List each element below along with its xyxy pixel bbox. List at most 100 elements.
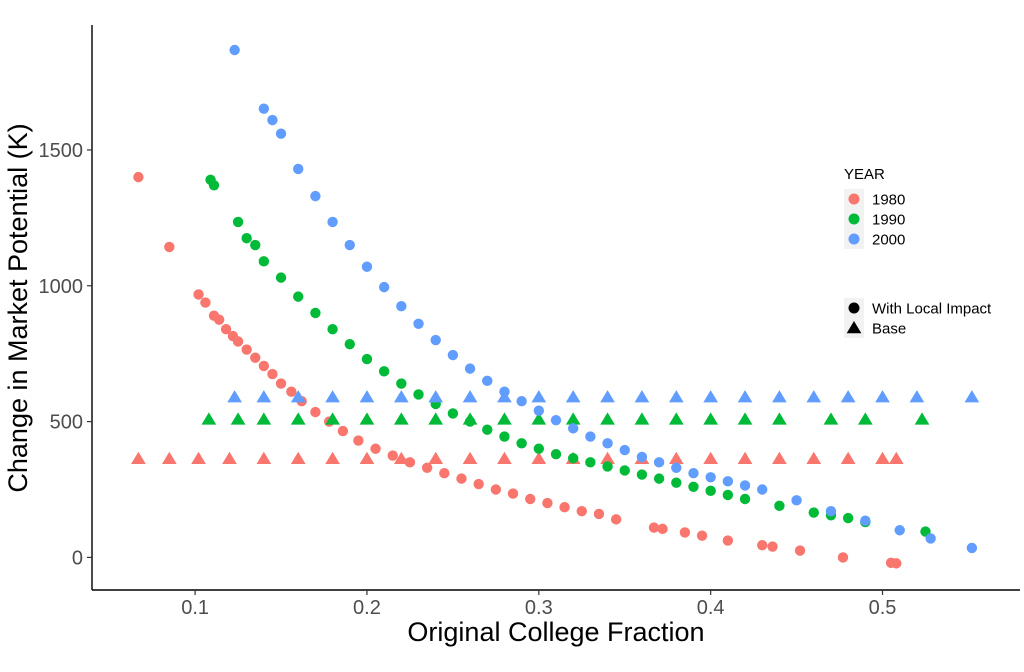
point-2000-base xyxy=(737,390,753,403)
point-2000-local-impact xyxy=(344,239,355,251)
point-2000-local-impact xyxy=(430,334,441,346)
point-1980-local-impact xyxy=(757,539,768,551)
point-2000-local-impact xyxy=(447,349,459,361)
point-1980-base xyxy=(359,451,375,465)
point-1990-local-impact xyxy=(396,378,407,389)
point-2000-local-impact xyxy=(567,423,579,434)
point-1980-base xyxy=(668,451,684,465)
x-tick-label: 0.3 xyxy=(525,597,553,619)
y-axis-ticks: 0 500 1000 1500 xyxy=(39,140,92,569)
point-2000-local-impact xyxy=(378,281,390,293)
point-1990-base xyxy=(462,412,478,425)
point-2000-local-impact xyxy=(966,542,978,554)
point-2000-local-impact xyxy=(636,451,648,463)
point-2000-local-impact xyxy=(550,415,562,426)
point-1980-base xyxy=(531,451,547,465)
point-1990-local-impact xyxy=(688,481,699,492)
point-1980-local-impact xyxy=(275,378,287,389)
point-2000-local-impact xyxy=(791,495,802,506)
point-1990-base xyxy=(772,412,787,425)
point-2000-local-impact xyxy=(739,480,751,491)
point-1980-local-impact xyxy=(696,530,708,541)
point-2000-base xyxy=(964,390,980,403)
legend-title: YEAR xyxy=(844,166,885,183)
point-1980-base xyxy=(161,451,177,465)
point-2000-base xyxy=(462,390,478,403)
point-2000-base xyxy=(909,390,925,403)
point-1980-local-impact xyxy=(220,324,232,335)
legend-shape-circle xyxy=(848,302,860,314)
point-1980-base xyxy=(888,451,904,465)
point-1990-base xyxy=(428,412,444,425)
point-1990-base xyxy=(201,412,217,425)
point-1990-base xyxy=(393,412,409,425)
point-1990-local-impact xyxy=(250,239,261,251)
point-2000-base xyxy=(531,390,547,403)
point-2000-local-impact xyxy=(267,114,278,126)
point-1990-local-impact xyxy=(361,353,373,365)
x-tick-label: 0.5 xyxy=(869,597,897,619)
point-1980-local-impact xyxy=(767,541,778,552)
point-1990-local-impact xyxy=(550,448,562,460)
point-2000-base xyxy=(325,390,340,403)
point-2000-local-impact xyxy=(671,462,682,473)
point-2000-base xyxy=(668,390,684,403)
y-tick-label: 500 xyxy=(50,412,83,434)
point-1990-local-impact xyxy=(208,180,220,191)
point-1980-local-impact xyxy=(439,467,450,479)
point-1990-local-impact xyxy=(602,461,613,472)
point-2000-local-impact xyxy=(894,525,905,536)
point-2000-base xyxy=(634,390,650,403)
point-1990-local-impact xyxy=(310,307,321,319)
point-1980-local-impact xyxy=(193,289,204,300)
point-2000-local-impact xyxy=(688,467,699,479)
x-tick-label: 0.4 xyxy=(697,597,725,619)
point-1990-local-impact xyxy=(447,408,459,419)
point-1980-base xyxy=(840,451,856,465)
x-tick-label: 0.1 xyxy=(181,597,209,619)
point-1980-base xyxy=(428,451,444,465)
point-2000-base xyxy=(772,390,787,403)
point-2000-local-impact xyxy=(925,533,936,544)
point-1990-local-impact xyxy=(739,493,751,505)
point-1990-base xyxy=(325,412,340,425)
point-1980-local-impact xyxy=(232,336,244,347)
point-1980-base xyxy=(462,451,478,465)
point-1980-local-impact xyxy=(267,368,278,380)
point-1990-local-impact xyxy=(567,453,579,464)
y-tick-label: 0 xyxy=(72,547,83,569)
point-1980-local-impact xyxy=(610,514,622,525)
y-tick-label: 1500 xyxy=(39,140,84,162)
point-2000-base xyxy=(600,390,615,403)
legend-key-1990 xyxy=(848,213,860,225)
point-1980-base xyxy=(131,451,146,465)
point-1990-local-impact xyxy=(241,233,252,244)
point-1990-local-impact xyxy=(774,500,785,511)
point-1990-local-impact xyxy=(378,366,390,377)
point-1980-local-impact xyxy=(837,552,849,563)
point-1990-base xyxy=(823,412,839,425)
legend-shape-triangle xyxy=(846,321,862,334)
point-1980-base xyxy=(703,451,719,465)
point-1980-local-impact xyxy=(456,473,467,484)
point-1990-local-impact xyxy=(585,457,596,468)
point-2000-local-impact xyxy=(293,163,304,175)
point-2000-base xyxy=(393,390,409,403)
point-1980-local-impact xyxy=(648,522,660,533)
legend-label-2000: 2000 xyxy=(872,232,905,249)
point-2000-local-impact xyxy=(482,375,493,387)
point-1980-local-impact xyxy=(679,527,691,538)
point-1980-base xyxy=(393,451,409,465)
point-1990-local-impact xyxy=(533,443,545,454)
point-1990-local-impact xyxy=(671,477,682,488)
point-1980-local-impact xyxy=(241,344,252,355)
point-1990-local-impact xyxy=(293,291,304,302)
point-1980-local-impact xyxy=(542,497,553,509)
point-2000-local-impact xyxy=(361,261,373,272)
point-1980-local-impact xyxy=(891,558,902,569)
point-2000-base xyxy=(290,390,306,403)
point-1990-base xyxy=(290,412,306,425)
point-1990-local-impact xyxy=(808,507,819,518)
point-2000-local-impact xyxy=(585,431,596,442)
